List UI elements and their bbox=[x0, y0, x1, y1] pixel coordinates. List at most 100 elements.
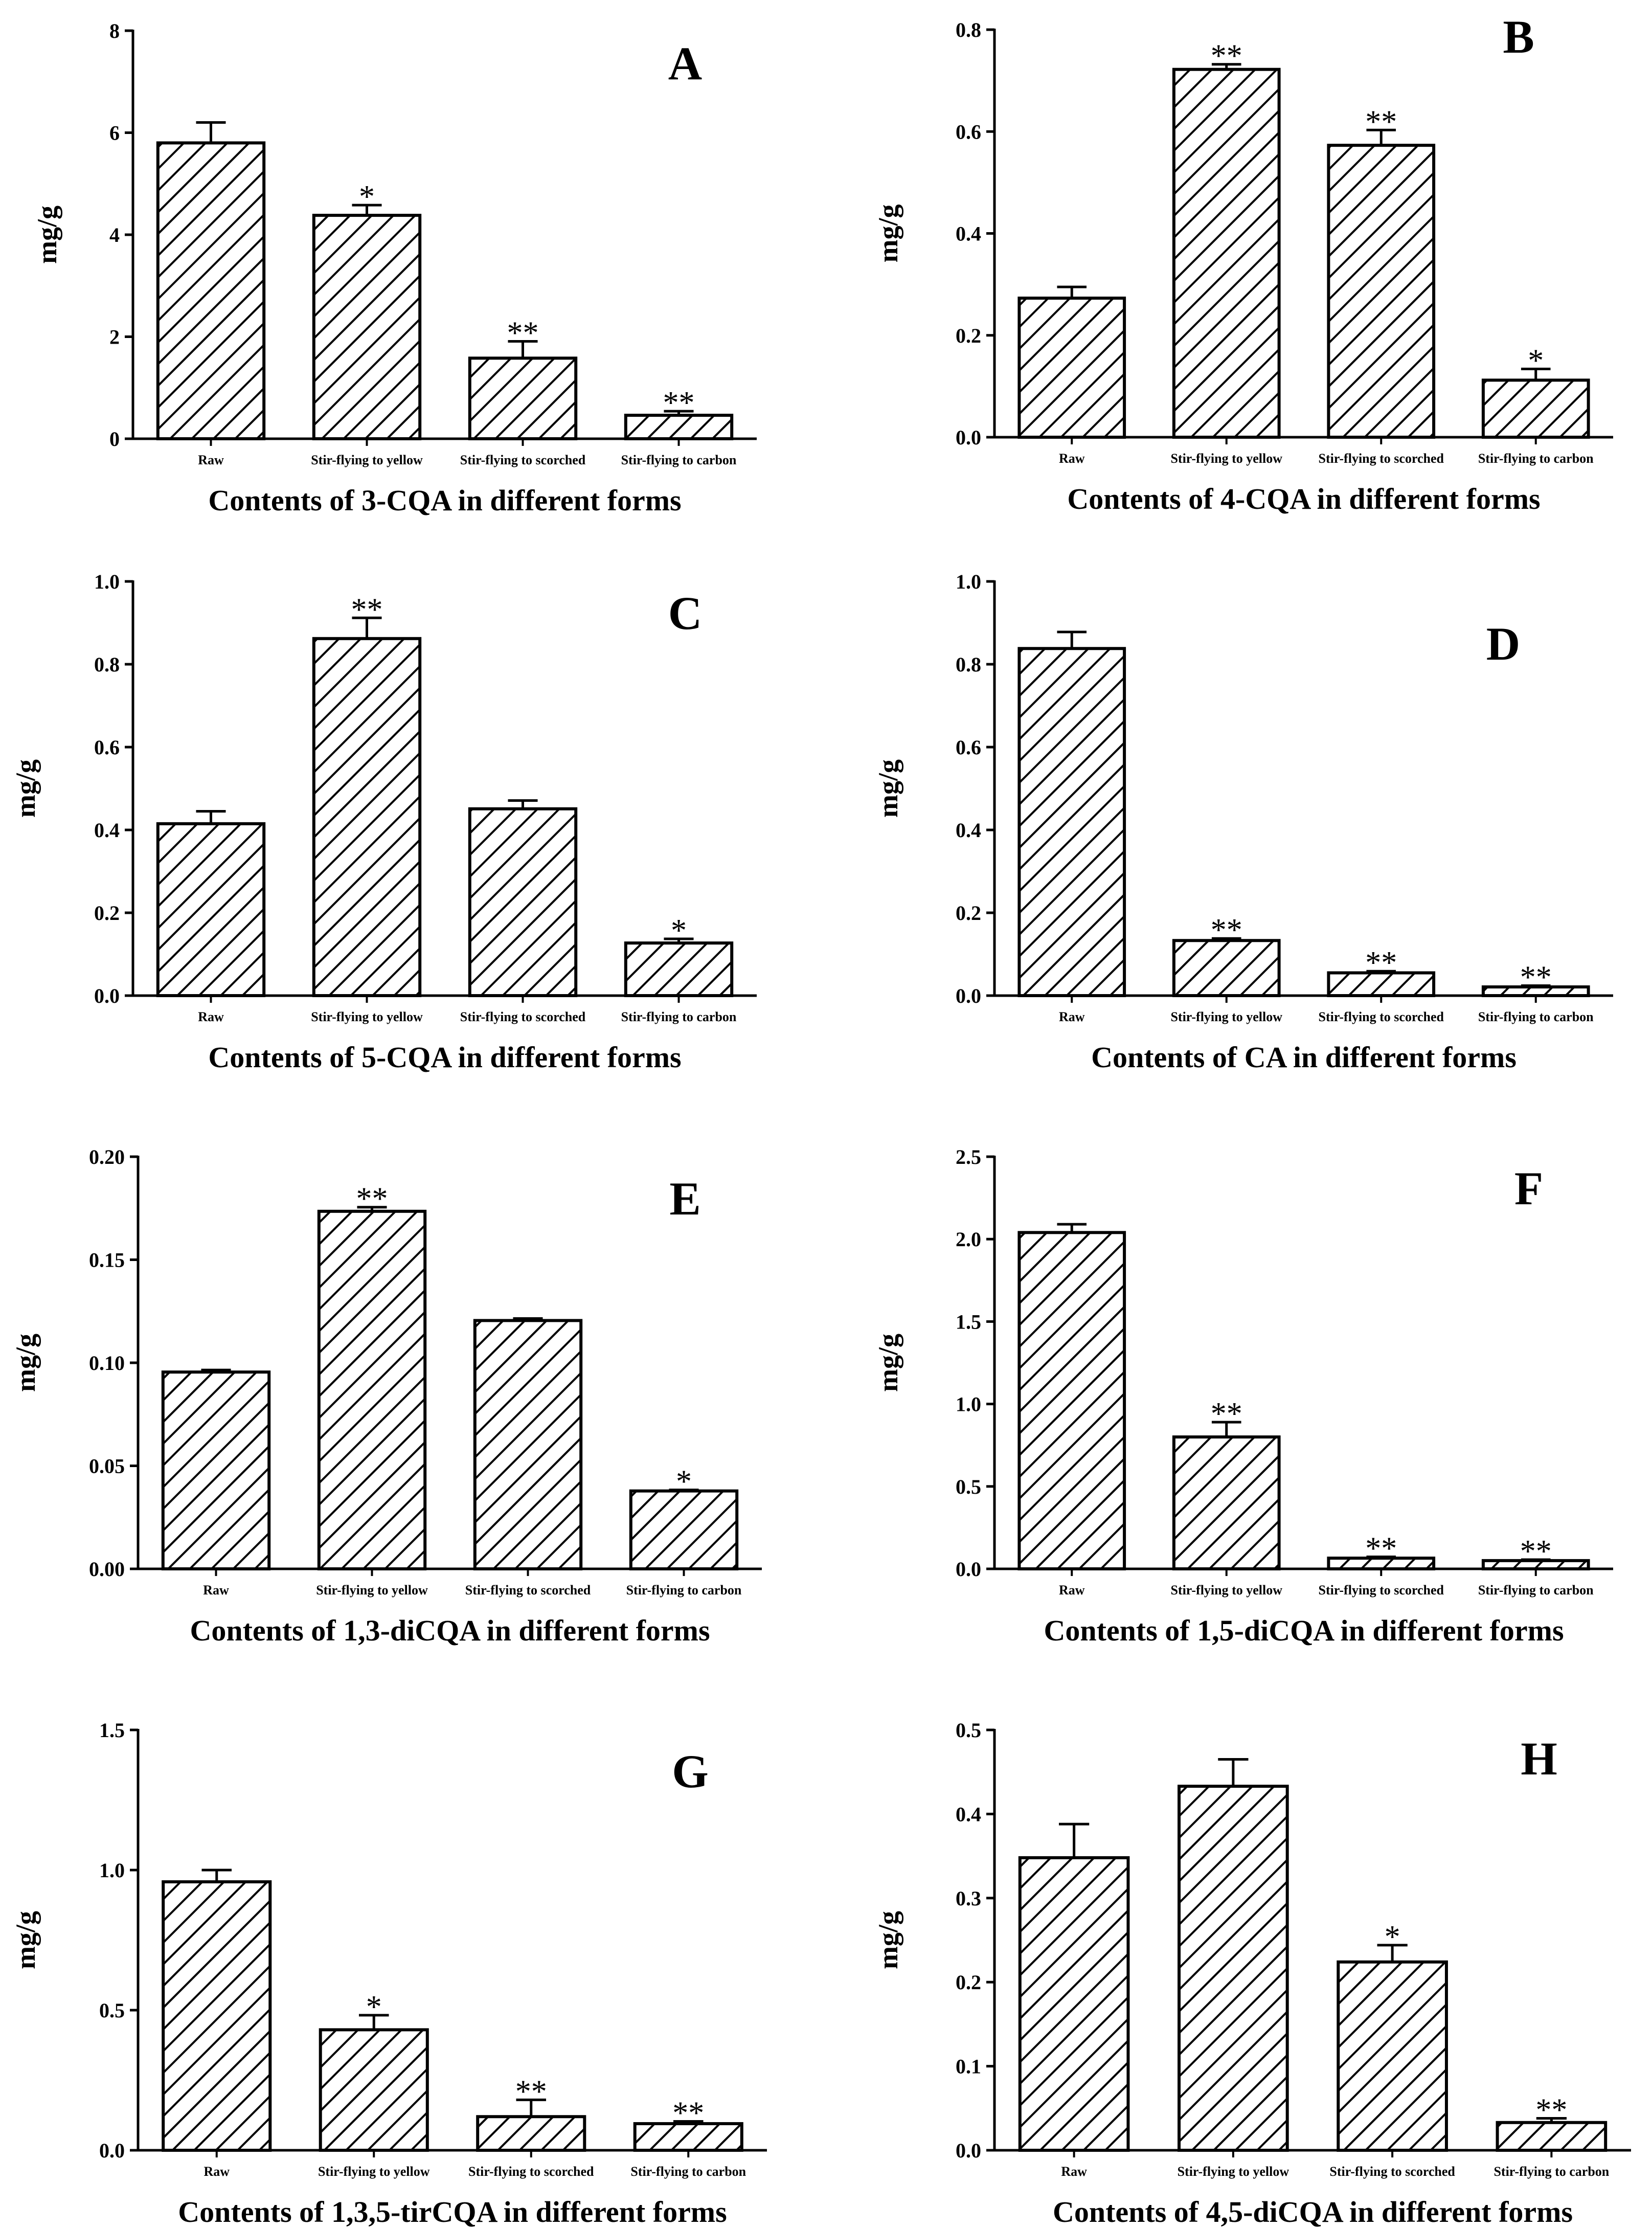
y-tick-label: 0.4 bbox=[94, 819, 120, 842]
chart-panel-f: 0.0 0.5 1.0 1.5 2.0 2.5 Raw ** Stir-flying to ye… bbox=[873, 1145, 1613, 1647]
bar bbox=[1481, 378, 1590, 439]
bar bbox=[1172, 939, 1281, 998]
y-tick-label: 0.3 bbox=[956, 1887, 981, 1910]
bar bbox=[156, 822, 266, 997]
y-tick-label: 0.6 bbox=[956, 736, 981, 759]
category-label: Raw bbox=[1061, 2164, 1087, 2179]
bar bbox=[1327, 971, 1436, 997]
y-tick-label: 0.5 bbox=[99, 1999, 125, 2022]
bar bbox=[624, 941, 734, 998]
x-axis-label: Contents of 4,5-diCQA in different forms bbox=[1053, 2195, 1573, 2228]
y-tick-label: 0.15 bbox=[89, 1249, 125, 1272]
chart-panel-h: 0.0 0.1 0.2 0.3 0.4 0.5 Raw Stir-flying to yell… bbox=[873, 1719, 1631, 2228]
x-axis-label: Contents of 1,3,5-tirCQA in different fo… bbox=[178, 2195, 727, 2228]
panel-letter: D bbox=[1486, 618, 1520, 670]
panel-letter: F bbox=[1514, 1162, 1543, 1214]
category-label: Stir-flying to scorched bbox=[1318, 451, 1444, 466]
bar bbox=[1481, 1559, 1590, 1570]
y-tick-label: 0.2 bbox=[956, 324, 981, 347]
category-label: Stir-flying to scorched bbox=[1329, 2164, 1455, 2179]
bar bbox=[156, 141, 266, 440]
category-label: Stir-flying to carbon bbox=[1478, 1583, 1594, 1597]
y-tick-label: 1.0 bbox=[956, 1393, 981, 1416]
category-label: Stir-flying to scorched bbox=[465, 1583, 591, 1597]
y-tick-label: 1.5 bbox=[956, 1310, 981, 1333]
category-label: Stir-flying to yellow bbox=[311, 1009, 423, 1024]
y-tick-label: 0.6 bbox=[94, 736, 120, 759]
x-axis-label: Contents of 1,5-diCQA in different forms bbox=[1044, 1614, 1564, 1647]
chart-panel-c: 0.0 0.2 0.4 0.6 0.8 1.0 Raw ** Stir-flying to ye… bbox=[10, 570, 757, 1074]
bar bbox=[1337, 1960, 1448, 2152]
significance-marker: ** bbox=[507, 316, 539, 350]
category-label: Stir-flying to yellow bbox=[1170, 451, 1282, 466]
bar bbox=[1017, 647, 1126, 997]
chart-panel-g: 0.0 0.5 1.0 1.5 Raw * Stir-flying to yellow ** S… bbox=[10, 1719, 767, 2228]
y-tick-label: 0.0 bbox=[956, 984, 981, 1007]
x-axis-label: Contents of 5-CQA in different forms bbox=[208, 1041, 681, 1074]
significance-marker: ** bbox=[1535, 2093, 1567, 2128]
y-tick-label: 6 bbox=[109, 122, 120, 145]
significance-marker: * bbox=[1385, 1920, 1400, 1954]
chart-panel-b: 0.0 0.2 0.4 0.6 0.8 Raw ** Stir-flying to yello… bbox=[873, 11, 1613, 515]
category-label: Stir-flying to yellow bbox=[1170, 1583, 1282, 1597]
significance-marker: ** bbox=[1211, 1397, 1242, 1431]
y-tick-label: 0.8 bbox=[956, 653, 981, 676]
y-tick-label: 0.2 bbox=[956, 1971, 981, 1994]
category-label: Stir-flying to yellow bbox=[1178, 2164, 1289, 2179]
category-label: Raw bbox=[198, 1009, 224, 1024]
category-label: Stir-flying to carbon bbox=[621, 1009, 737, 1024]
y-tick-label: 4 bbox=[109, 223, 120, 246]
y-tick-label: 0.4 bbox=[956, 819, 981, 842]
y-tick-label: 0.2 bbox=[956, 902, 981, 925]
y-axis-label: mg/g bbox=[10, 759, 41, 818]
category-label: Raw bbox=[203, 1583, 229, 1597]
bar bbox=[633, 2122, 743, 2152]
y-tick-label: 0.5 bbox=[956, 1719, 981, 1742]
y-axis-label: mg/g bbox=[873, 1334, 903, 1392]
y-tick-label: 0.0 bbox=[956, 426, 981, 449]
category-label: Stir-flying to yellow bbox=[318, 2164, 430, 2179]
y-tick-label: 0.4 bbox=[956, 222, 981, 245]
significance-marker: ** bbox=[1211, 913, 1242, 948]
significance-marker: * bbox=[671, 913, 687, 948]
bar bbox=[476, 2115, 586, 2152]
category-label: Stir-flying to yellow bbox=[311, 453, 423, 467]
category-label: Stir-flying to yellow bbox=[316, 1583, 428, 1597]
chart-panel-d: 0.0 0.2 0.4 0.6 0.8 1.0 Raw ** Stir-flying to ye… bbox=[873, 570, 1613, 1074]
y-tick-label: 0.0 bbox=[94, 984, 120, 1007]
significance-marker: ** bbox=[356, 1182, 388, 1217]
y-tick-label: 2.0 bbox=[956, 1228, 981, 1251]
y-tick-label: 0.1 bbox=[956, 2055, 981, 2078]
x-axis-label: Contents of CA in different forms bbox=[1091, 1041, 1517, 1074]
y-tick-label: 2 bbox=[109, 326, 120, 349]
y-tick-label: 0.0 bbox=[99, 2139, 125, 2162]
panel-letter: G bbox=[672, 1745, 709, 1797]
category-label: Stir-flying to scorched bbox=[468, 2164, 594, 2179]
y-tick-label: 0.8 bbox=[956, 18, 981, 41]
significance-marker: * bbox=[676, 1465, 692, 1499]
y-tick-label: 2.5 bbox=[956, 1145, 981, 1168]
y-tick-label: 0.2 bbox=[94, 902, 120, 925]
panel-letter: B bbox=[1503, 11, 1534, 63]
category-label: Stir-flying to scorched bbox=[1318, 1009, 1444, 1024]
category-label: Raw bbox=[203, 2164, 230, 2179]
y-tick-label: 0.05 bbox=[89, 1455, 125, 1478]
y-tick-label: 0.0 bbox=[956, 1558, 981, 1581]
significance-marker: ** bbox=[1365, 104, 1397, 139]
significance-marker: ** bbox=[1211, 39, 1242, 74]
significance-marker: * bbox=[366, 1990, 382, 2024]
y-tick-label: 0.0 bbox=[956, 2139, 981, 2162]
y-tick-label: 0.5 bbox=[956, 1475, 981, 1498]
y-tick-label: 1.0 bbox=[956, 570, 981, 593]
significance-marker: ** bbox=[1520, 1534, 1552, 1569]
bar bbox=[319, 2028, 429, 2152]
bar bbox=[312, 637, 422, 997]
y-tick-label: 0 bbox=[109, 427, 120, 451]
significance-marker: * bbox=[359, 179, 375, 214]
y-axis-label: mg/g bbox=[873, 1911, 903, 1969]
bar bbox=[1018, 1856, 1130, 2152]
category-label: Stir-flying to carbon bbox=[1493, 2164, 1609, 2179]
panel-letter: C bbox=[668, 587, 702, 639]
category-label: Stir-flying to carbon bbox=[1478, 1009, 1594, 1024]
bar bbox=[629, 1489, 739, 1571]
